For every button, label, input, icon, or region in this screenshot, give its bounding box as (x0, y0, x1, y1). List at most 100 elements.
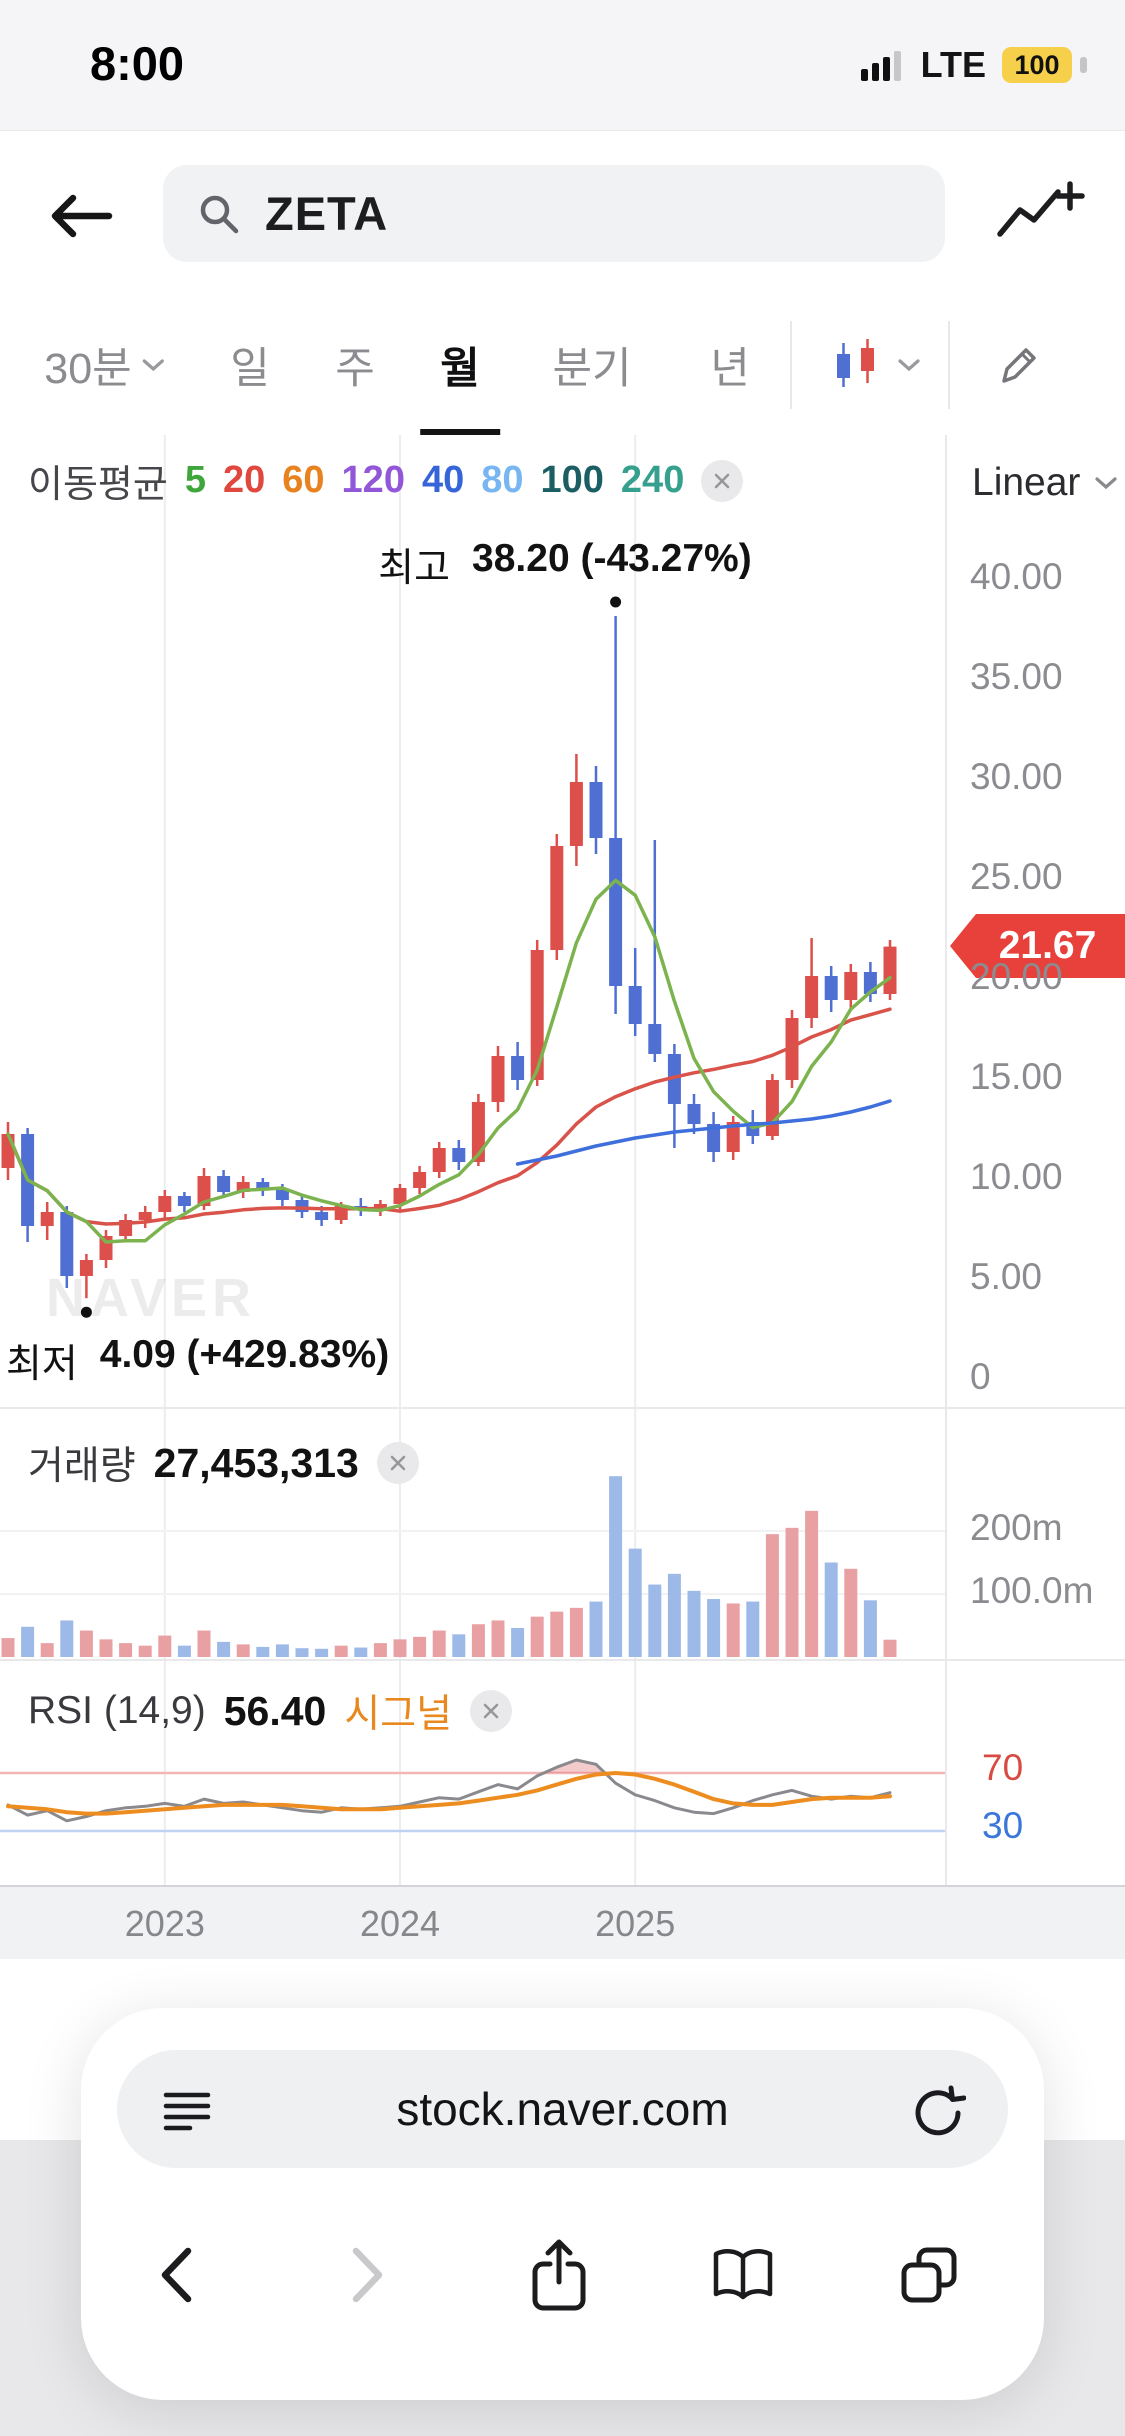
battery-nub (1080, 57, 1087, 73)
price-axis-label: 25.00 (970, 856, 1063, 897)
reload-button[interactable] (910, 2080, 967, 2141)
tab-year[interactable]: 년 (710, 295, 750, 435)
reader-icon (163, 2092, 211, 2131)
header: ZETA (0, 131, 1125, 295)
low-value: 4.09 (+429.83%) (99, 1333, 390, 1376)
tab-label: 주 (335, 345, 375, 393)
tab-30min[interactable]: 30분 (44, 295, 165, 435)
share-button[interactable] (513, 2220, 605, 2330)
reload-icon (915, 2085, 967, 2136)
axis-separator (945, 435, 947, 1885)
ma-period-240: 240 (620, 459, 685, 501)
current-price-badge: 21.67 (950, 914, 1125, 978)
search-input[interactable]: ZETA (163, 165, 945, 262)
close-icon (483, 1703, 499, 1719)
price-chart[interactable] (0, 435, 945, 1408)
interval-tab-bar: 30분 일 주 월 분기 년 (0, 295, 1125, 437)
back-button[interactable] (36, 187, 126, 247)
year-label: 2025 (595, 1903, 676, 1944)
status-icons: LTE 100 (860, 44, 1087, 86)
ma-legend-label: 이동평균 (28, 464, 168, 506)
tab-label: 분기 (552, 345, 632, 393)
divider (790, 321, 792, 409)
tab-quarter[interactable]: 분기 (552, 295, 631, 435)
browser-back-button[interactable] (130, 2220, 222, 2330)
close-volume-button[interactable] (376, 1442, 419, 1484)
volume-header: 거래량 27,453,313 (28, 1435, 419, 1491)
watermark: NAVER (46, 1268, 257, 1328)
high-label: 최고 (378, 547, 451, 590)
scale-label: Linear (972, 461, 1081, 504)
price-axis-label: 20.00 (970, 956, 1063, 997)
price-axis-label: 5.00 (970, 1256, 1043, 1297)
low-annotation: 최저 4.09 (+429.83%) (6, 1333, 389, 1389)
battery-percent: 100 (1014, 49, 1060, 80)
rsi-chart[interactable] (0, 1660, 945, 1885)
line-chart-plus-icon (997, 180, 1085, 237)
tab-label: 월 (440, 345, 480, 393)
volume-label: 거래량 (28, 1445, 136, 1488)
scale-selector[interactable]: Linear (972, 461, 1118, 505)
pencil-icon (1002, 348, 1036, 383)
rsi-value: 56.40 (223, 1687, 327, 1734)
volume-axis-label: 200m (970, 1507, 1063, 1548)
price-axis-label: 15.00 (970, 1056, 1063, 1097)
ma-period-5: 5 (184, 459, 206, 501)
chart-style-button[interactable] (829, 295, 921, 435)
volume-value: 27,453,313 (153, 1439, 359, 1486)
close-icon (390, 1455, 406, 1471)
bookmarks-button[interactable] (697, 2220, 789, 2330)
candlestick-icon (837, 339, 874, 387)
year-label: 2024 (359, 1903, 441, 1944)
chevron-left-icon (161, 2247, 192, 2303)
tabs-button[interactable] (883, 2220, 975, 2330)
close-rsi-button[interactable] (469, 1690, 512, 1732)
rsi-level-label: 30 (982, 1805, 1024, 1846)
volume-axis-label: 100.0m (970, 1570, 1094, 1611)
search-icon (200, 195, 239, 233)
browser-bar: stock.naver.com (81, 2008, 1044, 2400)
high-annotation: 최고 38.20 (-43.27%) (378, 537, 751, 593)
draw-tool-button[interactable] (992, 295, 1044, 435)
status-time: 8:00 (90, 37, 185, 90)
chevron-right-icon (352, 2247, 383, 2303)
tab-day[interactable]: 일 (230, 295, 270, 435)
rsi-header: RSI (14,9) 56.40 시그널 (28, 1683, 512, 1739)
chevron-down-icon (1095, 477, 1118, 490)
status-bar: 8:00 LTE 100 (0, 0, 1125, 131)
close-ma-button[interactable] (701, 459, 744, 502)
ma-period-20: 20 (222, 459, 266, 501)
price-axis-label: 30.00 (970, 756, 1063, 797)
tabs-icon (901, 2247, 957, 2303)
price-axis-label: 40.00 (970, 556, 1063, 597)
tab-month[interactable]: 월 (440, 295, 480, 435)
battery-icon: 100 (1002, 47, 1072, 83)
high-value: 38.20 (-43.27%) (472, 537, 752, 580)
signal-strength-icon (860, 51, 901, 81)
tab-label: 일 (230, 345, 270, 393)
browser-forward-button[interactable] (322, 2220, 414, 2330)
share-icon (532, 2239, 586, 2311)
time-axis: 2023 2024 2025 (0, 1885, 1125, 1959)
chart-region: 이동평균 5 20 60 120 40 80 100 240 Linear (0, 435, 1125, 1959)
price-axis-label: 0 (970, 1356, 991, 1397)
rsi-level-label: 70 (982, 1747, 1024, 1788)
url-text: stock.naver.com (396, 2083, 729, 2135)
close-icon (715, 473, 730, 488)
rsi-label: RSI (14,9) (28, 1689, 206, 1732)
ma-period-120: 120 (341, 459, 405, 501)
ma-legend: 이동평균 5 20 60 120 40 80 100 240 (28, 453, 744, 508)
back-arrow-icon (51, 194, 113, 237)
add-chart-button[interactable] (990, 171, 1090, 257)
url-bar[interactable]: stock.naver.com (117, 2050, 1008, 2168)
year-label: 2023 (124, 1903, 205, 1944)
tab-week[interactable]: 주 (335, 295, 375, 435)
network-type-label: LTE (920, 44, 986, 85)
divider (948, 321, 950, 409)
price-axis-label: 10.00 (970, 1156, 1063, 1197)
book-icon (713, 2249, 773, 2300)
volume-chart[interactable] (0, 1408, 945, 1660)
ma-period-80: 80 (481, 459, 524, 501)
separator (0, 1407, 1125, 1409)
